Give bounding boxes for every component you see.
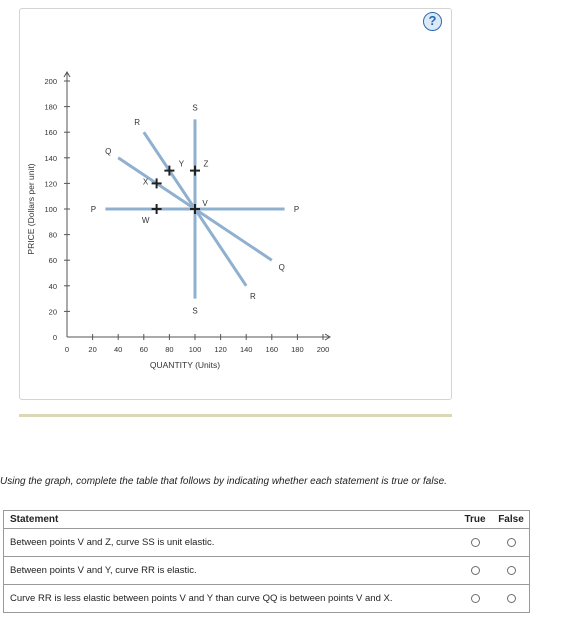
point-label-z: Z bbox=[204, 160, 209, 169]
curve-label-ss-end: S bbox=[192, 307, 197, 316]
point-z bbox=[190, 165, 200, 176]
answer-table: Statement True False Between points V an… bbox=[3, 510, 530, 613]
graph-panel bbox=[19, 8, 452, 400]
statement-text: Between points V and Z, curve SS is unit… bbox=[3, 528, 457, 557]
true-radio-2[interactable] bbox=[470, 565, 480, 575]
y-tick-label: 160 bbox=[44, 128, 57, 137]
false-radio-3[interactable] bbox=[506, 593, 516, 603]
point-v bbox=[190, 204, 200, 214]
false-radio-1[interactable] bbox=[506, 537, 516, 547]
y-axis-title: PRICE (Dollars per unit) bbox=[26, 163, 36, 254]
x-tick-label: 120 bbox=[214, 345, 227, 354]
x-tick-label: 40 bbox=[114, 345, 122, 354]
point-label-w: W bbox=[142, 216, 150, 225]
true-radio-3[interactable] bbox=[470, 593, 480, 603]
help-button[interactable]: ? bbox=[423, 12, 442, 31]
curve-label-ss-start: S bbox=[192, 103, 197, 112]
x-tick-label: 160 bbox=[266, 345, 279, 354]
section-divider bbox=[19, 414, 452, 417]
x-tick-label: 140 bbox=[240, 345, 253, 354]
y-tick-label: 140 bbox=[44, 154, 57, 163]
x-tick-label: 0 bbox=[65, 345, 69, 354]
y-tick-label: 40 bbox=[49, 282, 57, 291]
y-tick-label: 60 bbox=[49, 256, 57, 265]
instructions-text: Using the graph, complete the table that… bbox=[0, 476, 447, 487]
header-true: True bbox=[457, 510, 493, 529]
x-tick-label: 200 bbox=[317, 345, 330, 354]
y-tick-label: 0 bbox=[53, 333, 57, 342]
curve-label-qq-end: Q bbox=[279, 263, 285, 272]
curve-label-pp-end: P bbox=[294, 205, 299, 214]
point-w bbox=[151, 204, 162, 214]
y-tick-label: 100 bbox=[44, 205, 57, 214]
x-axis-title: QUANTITY (Units) bbox=[150, 360, 220, 370]
point-x bbox=[151, 178, 162, 189]
statement-text: Curve RR is less elastic between points … bbox=[3, 584, 457, 613]
x-tick-label: 180 bbox=[291, 345, 304, 354]
x-tick-label: 80 bbox=[165, 345, 173, 354]
y-tick-label: 20 bbox=[49, 307, 57, 316]
y-tick-label: 180 bbox=[44, 103, 57, 112]
point-label-v: V bbox=[202, 199, 208, 208]
header-statement: Statement bbox=[3, 510, 457, 529]
y-axis-arrow bbox=[63, 71, 71, 78]
false-radio-2[interactable] bbox=[506, 565, 516, 575]
curve-label-qq-start: Q bbox=[105, 147, 111, 156]
curve-label-pp-start: P bbox=[91, 205, 96, 214]
x-tick-label: 20 bbox=[88, 345, 96, 354]
table-row: Between points V and Y, curve RR is elas… bbox=[3, 556, 530, 585]
y-tick-label: 120 bbox=[44, 179, 57, 188]
curve-label-rr-start: R bbox=[134, 118, 140, 127]
table-row: Curve RR is less elastic between points … bbox=[3, 584, 530, 613]
table-header-row: Statement True False bbox=[3, 510, 530, 529]
x-tick-label: 100 bbox=[189, 345, 202, 354]
point-label-x: X bbox=[143, 177, 149, 186]
y-tick-label: 80 bbox=[49, 231, 57, 240]
y-tick-label: 200 bbox=[44, 77, 57, 86]
statement-text: Between points V and Y, curve RR is elas… bbox=[3, 556, 457, 585]
curve-label-rr-end: R bbox=[250, 292, 256, 301]
x-axis-arrow bbox=[324, 333, 331, 341]
point-y bbox=[164, 165, 175, 176]
header-false: False bbox=[493, 510, 530, 529]
table-row: Between points V and Z, curve SS is unit… bbox=[3, 528, 530, 557]
x-tick-label: 60 bbox=[140, 345, 148, 354]
true-radio-1[interactable] bbox=[470, 537, 480, 547]
point-label-y: Y bbox=[179, 160, 185, 169]
